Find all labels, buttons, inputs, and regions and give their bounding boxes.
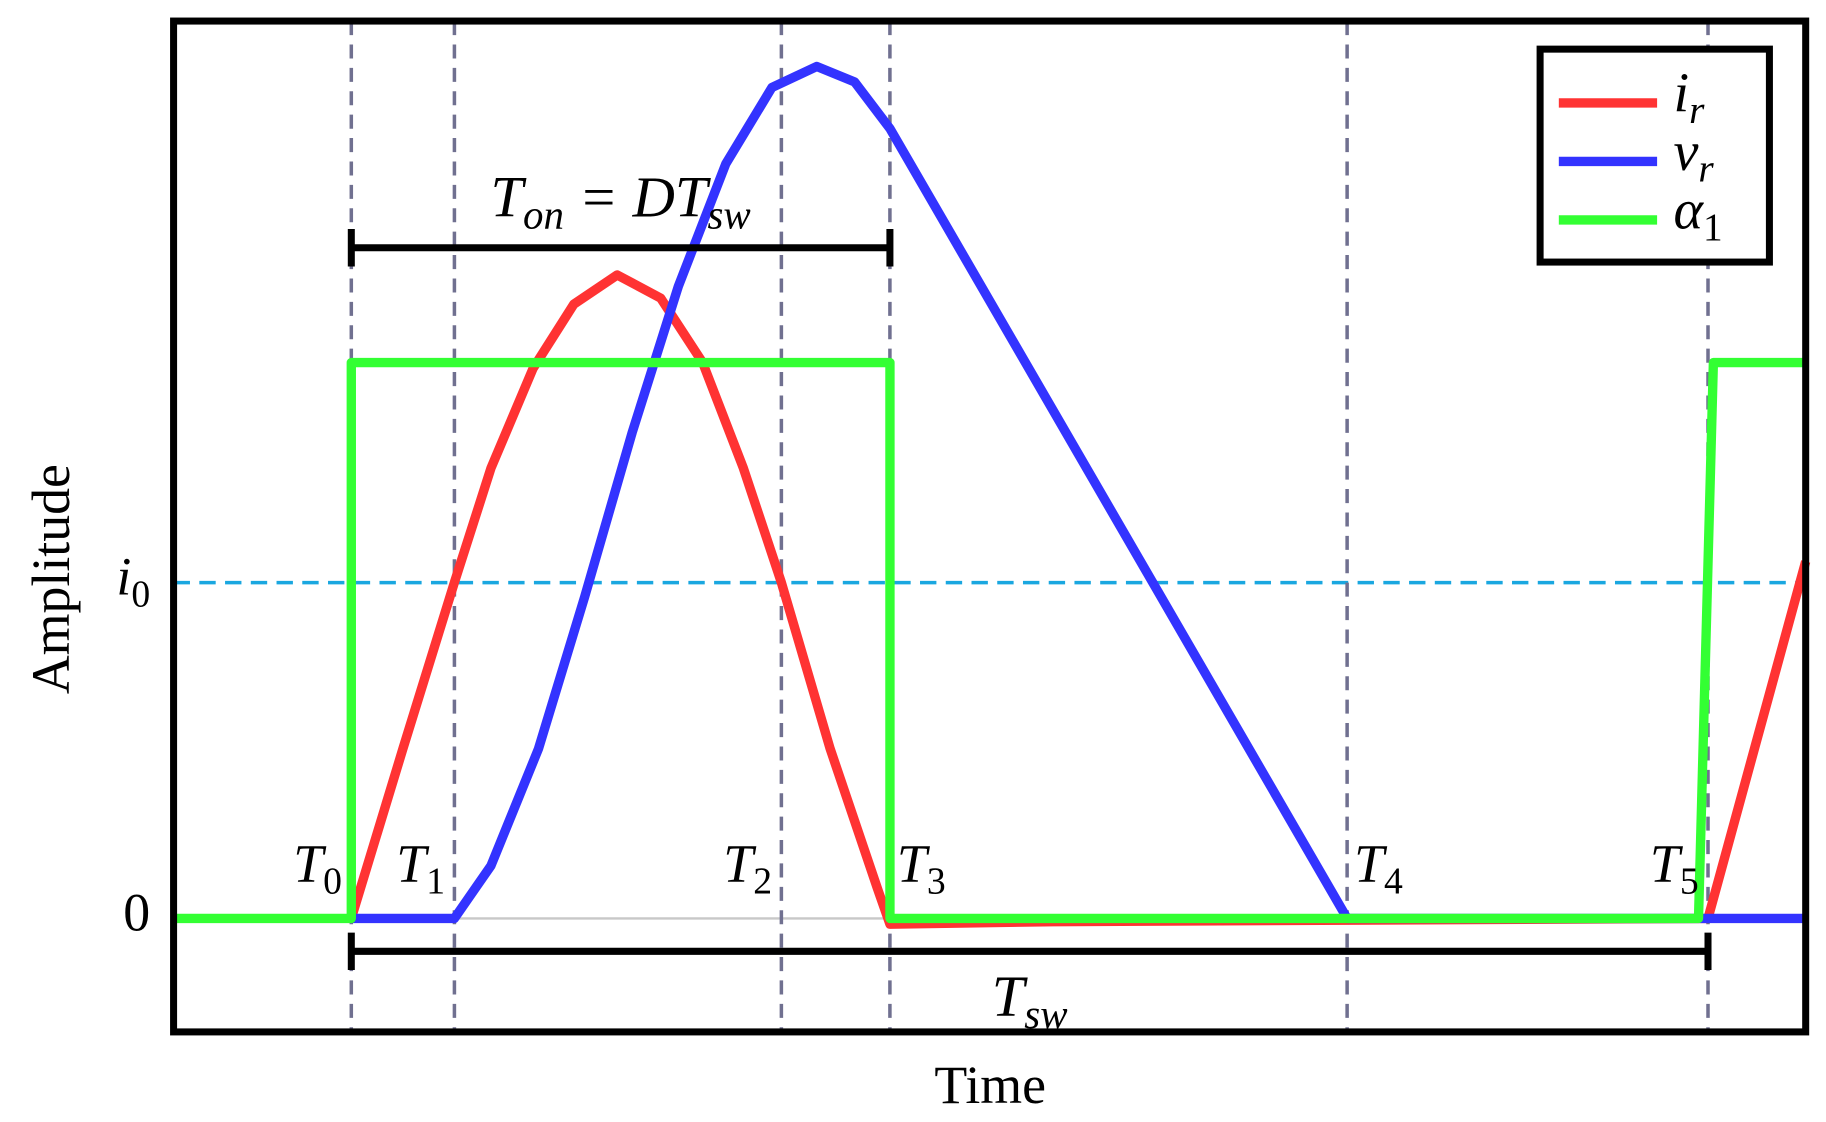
text-part: i <box>116 547 131 607</box>
subscript: 1 <box>1703 205 1723 249</box>
text-part: T <box>293 834 327 894</box>
text-part: = DT <box>564 165 711 230</box>
marker-label: T1 <box>396 834 445 902</box>
text-part: T <box>1354 834 1388 894</box>
bracket-label: Ton = DTsw <box>491 165 751 238</box>
marker-label: T0 <box>293 834 342 902</box>
subscript: 1 <box>426 860 445 902</box>
text-part: T <box>491 165 527 230</box>
legend-label: vr <box>1673 121 1714 191</box>
marker-label: T5 <box>1650 834 1699 902</box>
y-tick-label: i0 <box>116 547 150 615</box>
subscript: sw <box>1024 993 1067 1038</box>
text-part: T <box>1650 834 1684 894</box>
subscript: 3 <box>927 860 946 902</box>
legend-label: ir <box>1673 62 1705 132</box>
subscript: sw <box>707 193 750 238</box>
subscript: 4 <box>1384 860 1403 902</box>
marker-label: T4 <box>1354 834 1403 902</box>
legend-box <box>1536 45 1773 266</box>
bracket-label: Tsw <box>992 964 1068 1037</box>
marker-label: T3 <box>897 834 946 902</box>
subscript: r <box>1689 88 1705 132</box>
text-part: T <box>992 964 1028 1029</box>
subscript: 0 <box>131 573 150 615</box>
text-part: T <box>723 834 757 894</box>
subscript: 0 <box>323 860 342 902</box>
y-axis-label: Amplitude <box>21 464 81 694</box>
marker-label: T2 <box>723 834 772 902</box>
series-line <box>173 357 1806 924</box>
text-part: T <box>396 834 430 894</box>
subscript: 5 <box>1680 860 1699 902</box>
subscript: on <box>523 193 564 238</box>
text-part: T <box>897 834 931 894</box>
plot-area <box>173 21 1811 1032</box>
series-line <box>351 61 1806 924</box>
text-part: v <box>1673 121 1698 183</box>
subscript: r <box>1698 147 1714 191</box>
legend-label: α1 <box>1673 179 1722 249</box>
subscript: 2 <box>753 860 772 902</box>
plot-frame <box>170 17 1810 1036</box>
y-tick-label: 0 <box>123 883 150 943</box>
x-axis-label: Time <box>934 1055 1046 1115</box>
text-part: α <box>1673 179 1704 241</box>
text-part: i <box>1673 62 1689 124</box>
